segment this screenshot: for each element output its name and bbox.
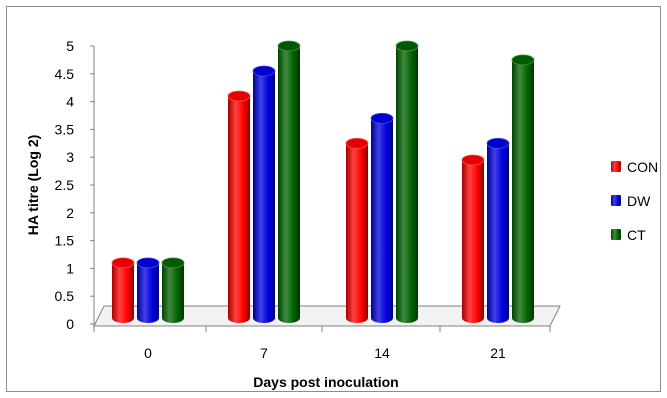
y-tick-label: 5 [66, 38, 74, 54]
bar-ct-0 [161, 257, 185, 323]
legend-label: DW [627, 193, 651, 209]
chart-frame [6, 6, 661, 392]
bar-ct-7 [277, 40, 301, 323]
legend-item-dw: DW [611, 193, 651, 209]
y-tick-label: 1.5 [55, 233, 75, 249]
bar-con-14 [345, 137, 369, 323]
y-axis-ticks: 0 0.5 1 1.5 2 2.5 3 3.5 4 4.5 5 [55, 38, 94, 332]
bar-dw-14 [370, 112, 394, 323]
legend-swatch [611, 161, 621, 172]
bar-con-7 [227, 90, 251, 323]
y-tick-label: 0.5 [55, 288, 75, 304]
legend-label: CT [627, 227, 646, 243]
legend-swatch [611, 195, 621, 206]
legend: CON DW CT [611, 159, 658, 243]
bar-ct-21 [511, 54, 535, 323]
bar-con-0 [111, 257, 135, 323]
bar-dw-0 [136, 257, 160, 323]
legend-label: CON [627, 159, 658, 175]
bar-ct-14 [395, 40, 419, 323]
x-tick-label: 0 [144, 345, 152, 361]
bar-dw-7 [252, 65, 276, 323]
y-tick-label: 0 [66, 316, 74, 332]
legend-swatch [611, 229, 621, 240]
y-tick-label: 1 [66, 260, 74, 276]
x-axis-title: Days post inoculation [253, 374, 398, 390]
y-tick-label: 4.5 [55, 66, 75, 82]
y-tick-label: 2 [66, 205, 74, 221]
chart-floor [93, 305, 561, 327]
bars-group [111, 40, 535, 323]
y-tick-label: 2.5 [55, 177, 75, 193]
bar-dw-21 [486, 137, 510, 323]
x-axis-ticks: 0 7 14 21 [93, 326, 551, 361]
legend-item-con: CON [611, 159, 658, 175]
y-tick-label: 3 [66, 149, 74, 165]
x-tick-label: 21 [490, 345, 506, 361]
y-tick-label: 4 [66, 94, 74, 110]
bar-con-21 [461, 154, 485, 323]
y-tick-label: 3.5 [55, 121, 75, 137]
x-tick-label: 7 [260, 345, 268, 361]
y-axis-title: HA titre (Log 2) [25, 135, 41, 236]
legend-item-ct: CT [611, 227, 646, 243]
x-tick-label: 14 [374, 345, 390, 361]
